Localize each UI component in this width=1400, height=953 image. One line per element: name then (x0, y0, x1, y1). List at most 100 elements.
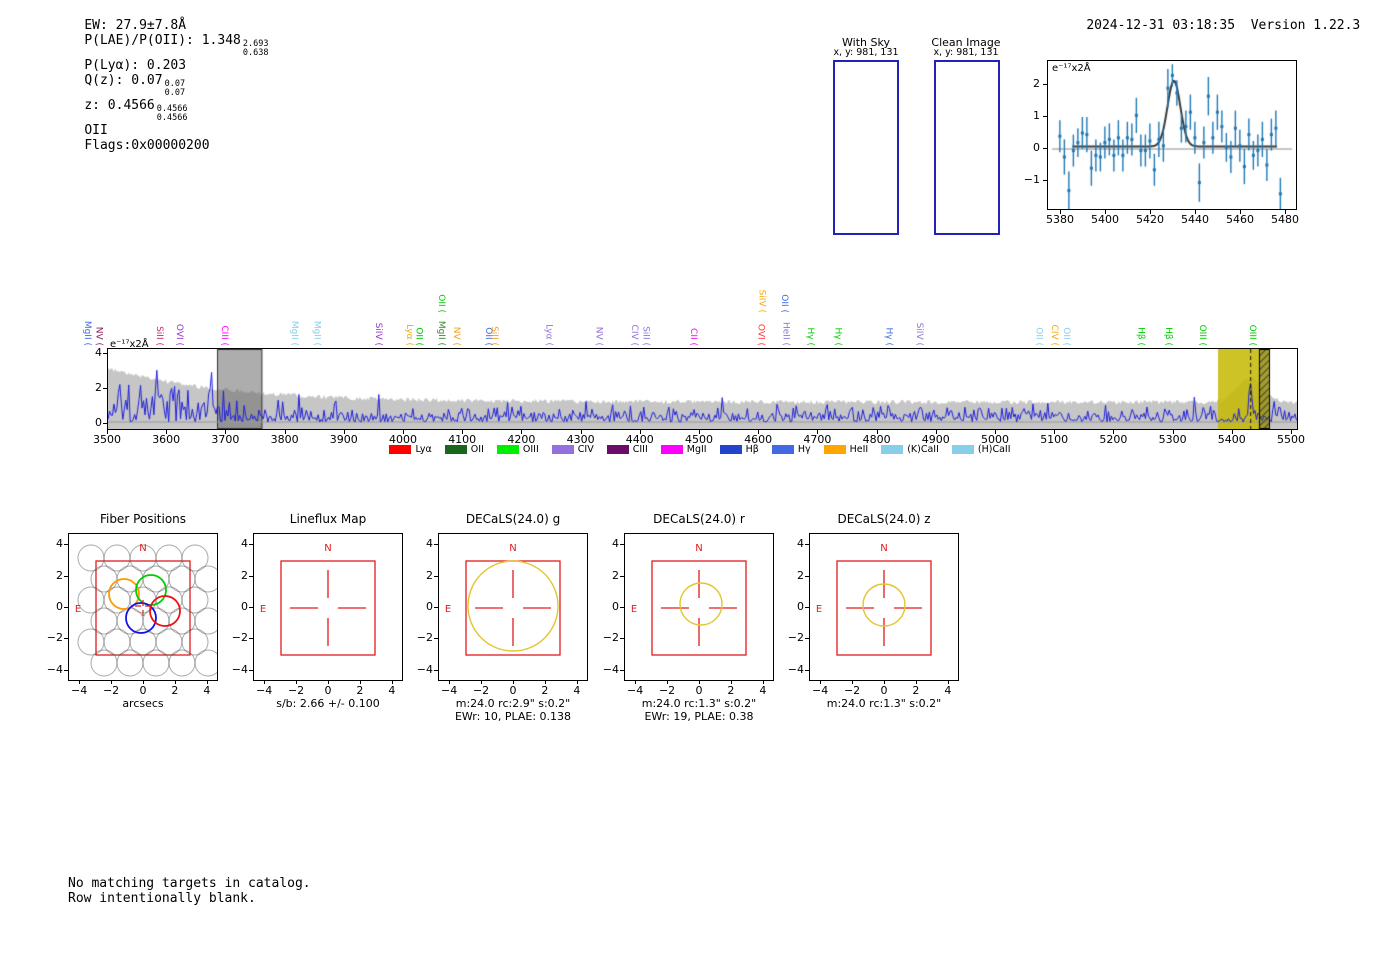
cutout-xtick: −4 (441, 684, 458, 697)
spectrum-xtick: 4400 (625, 433, 654, 446)
spectrum-xtick: 5000 (981, 433, 1009, 446)
legend-label: Lyα (415, 444, 432, 455)
header-plya: P(Lyα): 0.203 (84, 57, 187, 73)
linefit-ytick: 2 (1033, 77, 1040, 90)
cutout-overlay-r: NE (631, 543, 747, 656)
header-plae-frac: 2.693 0.638 (242, 39, 269, 58)
line-marker-siiv: SiIV ( (914, 322, 925, 346)
cutout-xtick: 4 (203, 684, 211, 697)
line-marker-oii: OII ( (779, 294, 790, 313)
cutout-ytick: 0 (56, 600, 63, 613)
line-marker-oii: OII ( (413, 327, 424, 346)
legend-label: Hβ (745, 444, 759, 455)
header-plae: P(LAE)/P(OII): 1.348 (84, 33, 241, 48)
cutout-xtick: 0 (880, 684, 888, 697)
clean-image-title: Clean Image (931, 36, 1001, 49)
svg-text:E: E (631, 604, 637, 615)
cutout-xtick: 0 (695, 684, 703, 697)
cutout-title-z: DECaLS(24.0) z (837, 512, 931, 526)
line-marker-oiii: OIII ( (1197, 324, 1208, 346)
cutout-xtick: −4 (71, 684, 88, 697)
header-qz-frac: 0.07 0.07 (164, 78, 186, 98)
header-line: EW: 27.9±7.8Å P(LAE)/P(OII): 1.348 2.693 0… (53, 3, 278, 168)
linefit-plot (1047, 60, 1297, 210)
cutout-title-fiber: Fiber Positions (99, 512, 187, 526)
line-marker-civ: CIV ( (628, 324, 639, 346)
svg-text:N: N (324, 543, 331, 554)
cutout-overlay-g: NE (445, 543, 561, 656)
cutout-ytick: −2 (602, 631, 619, 645)
legend-item-kcaii: (K)CaII (881, 444, 939, 455)
with-sky-image (833, 60, 899, 235)
cutout-xtick: 2 (171, 684, 179, 697)
line-marker-h: Hγ ( (883, 327, 894, 346)
line-marker-ovi: OVI ( (755, 323, 766, 346)
cutout-ytick: 0 (241, 600, 248, 613)
cutout-xtick: −4 (627, 684, 644, 697)
cutout-xtick: 0 (324, 684, 332, 697)
cutout-overlay-lineflux: NE (260, 543, 376, 656)
cutout-ytick: −4 (416, 662, 433, 676)
cutout-image-r (625, 534, 773, 680)
spectrum-ytick: 0 (95, 416, 102, 429)
cutout-xtick: 4 (388, 684, 396, 697)
legend-item-hcaii: (H)CaII (951, 444, 1011, 455)
cutout-xtick: 4 (759, 684, 767, 697)
cutout-ytick: 2 (612, 568, 619, 582)
line-marker-oiii: OIII ( (1246, 324, 1257, 346)
with-sky-title: With Sky (842, 36, 890, 49)
line-marker-oii: OII ( (1060, 327, 1071, 346)
header-ztype: OII (84, 122, 108, 138)
line-marker-oii: OII ( (483, 327, 494, 346)
clean-image-coords: x, y: 981, 131 (933, 47, 999, 58)
line-marker-nv: NV ( (93, 326, 104, 346)
cutout-xlabel-r: m:24.0 rc:1.3" s:0.2" (641, 697, 757, 710)
with-sky-coords: x, y: 981, 131 (833, 47, 899, 58)
line-marker-siii: SiII ( (489, 326, 500, 346)
legend-swatch (606, 445, 629, 454)
legend-swatch (881, 445, 904, 454)
legend-swatch (496, 445, 519, 454)
line-marker-siii: SiII ( (154, 326, 165, 346)
legend-label: CIII (632, 444, 648, 455)
legend-item-h: Hβ (719, 444, 759, 455)
cutout-ytick: −2 (787, 631, 804, 645)
footer-line-2: Row intentionally blank. (68, 891, 256, 906)
spectrum-xtick: 4200 (507, 433, 536, 446)
svg-text:E: E (75, 604, 81, 615)
spectrum-ylabel: e⁻¹⁷x2Å (110, 339, 149, 350)
cutout-xtick: 2 (356, 684, 364, 697)
clean-image-noise (936, 62, 997, 232)
legend-swatch (389, 445, 412, 454)
spectrum-xtick: 4500 (685, 433, 713, 446)
spectrum-xtick: 5500 (1277, 433, 1305, 446)
spectrum-xtick: 3800 (270, 433, 299, 446)
line-marker-mgii: MgII ( (311, 320, 322, 346)
header-datetime: 2024-12-31 03:18:35 Version 1.22.3 (1086, 18, 1361, 33)
cutout-title-lineflux: Lineflux Map (289, 512, 367, 526)
legend-label: Hγ (797, 444, 811, 455)
line-marker-ciii: CIII ( (219, 325, 230, 346)
svg-text:E: E (260, 604, 266, 615)
spectrum-xtick: 3500 (93, 433, 121, 446)
line-marker-ly: Lyα ( (543, 324, 554, 346)
cutout-overlay-fiber: NE (75, 543, 217, 677)
linefit-ylabel: e⁻¹⁷x2Å (1052, 63, 1091, 74)
cutout-xtick: −4 (812, 684, 829, 697)
cutout-xtick: 2 (727, 684, 735, 697)
header-ew: EW: 27.9±7.8Å (84, 18, 187, 33)
spectrum-ytick: 2 (95, 381, 102, 395)
spectrum-xtick: 4000 (389, 433, 417, 446)
legend-label: HeII (849, 444, 869, 455)
cutout-xtick: 0 (139, 684, 147, 697)
cutout-title-r: DECaLS(24.0) r (653, 512, 745, 526)
legend-swatch (823, 445, 846, 454)
header-flags: Flags:0x00000200 (84, 137, 210, 153)
line-marker-ly: Lyα ( (403, 324, 414, 346)
legend-label: OII (470, 444, 484, 455)
line-marker-h: Hβ ( (1135, 327, 1146, 346)
cutout-ytick: −2 (46, 631, 63, 645)
